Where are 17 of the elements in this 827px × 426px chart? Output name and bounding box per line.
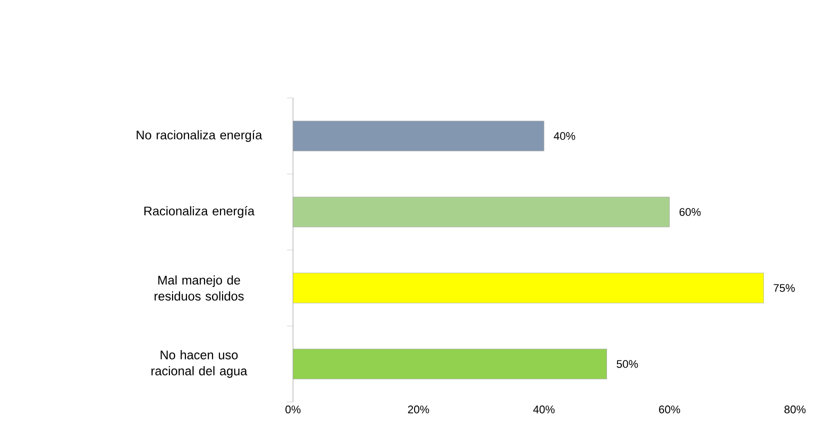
x-tick-label: 20% [408, 406, 430, 414]
y-tick-label: Racionaliza energía [144, 206, 255, 218]
y-tick-label: No racionaliza energía [136, 130, 262, 142]
data-label: 40% [554, 132, 576, 140]
data-label: 75% [774, 284, 795, 292]
x-tick-label: 40% [533, 406, 555, 414]
bar [292, 120, 544, 152]
bar [292, 348, 607, 380]
y-tick-label: Mal manejo de residuos solidos [154, 275, 244, 301]
data-label: 50% [616, 360, 638, 368]
x-tick-label: 0% [285, 406, 301, 414]
x-tick-label: 80% [784, 406, 806, 414]
bar [292, 272, 764, 304]
bar [292, 196, 670, 228]
x-tick-label: 60% [659, 406, 680, 414]
y-tick-label: No hacen uso racional del agua [152, 350, 248, 378]
data-label: 60% [680, 208, 701, 216]
